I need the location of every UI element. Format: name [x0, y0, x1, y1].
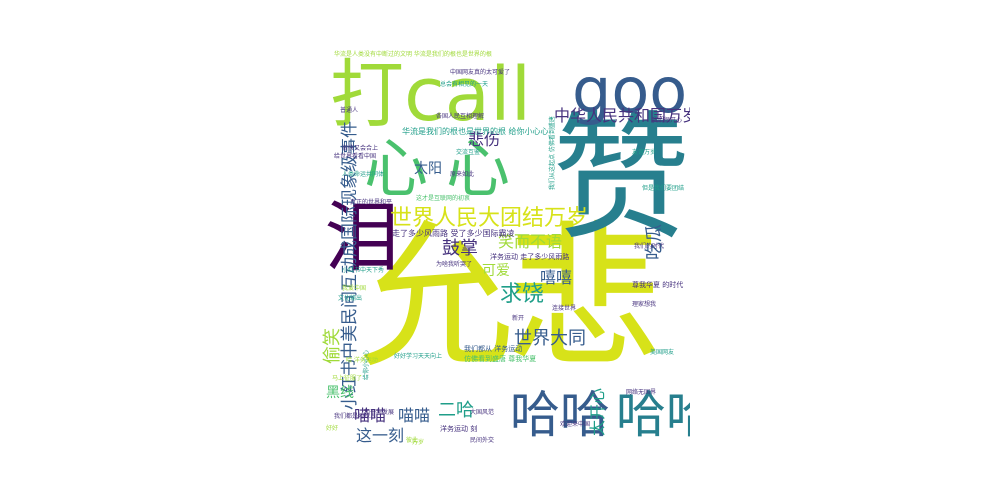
- phrase-16: 原来如此: [450, 171, 475, 178]
- word-qiurao: 求饶: [500, 282, 545, 307]
- word-zheyike: 这一刻: [356, 426, 405, 445]
- phrase-8: 仿佛看到盛唐 尊我华夏: [464, 355, 537, 363]
- phrase-25: 哈 洋务运动: [346, 357, 378, 364]
- phrase-5: 洋务运动 走了多少风雨路: [490, 253, 570, 261]
- phrase-14: 小红书中天下秀: [342, 267, 385, 274]
- phrase-36: 网络无国界: [626, 389, 657, 396]
- word-miaomiao-2: 喵喵: [398, 406, 431, 425]
- word-chigua: 吃瓜: [644, 224, 665, 260]
- phrase-18: 但是我们要团结: [642, 185, 685, 192]
- phrase-44: 民间外交: [470, 437, 495, 444]
- word-touxiao: 偷笑: [322, 328, 343, 364]
- phrase-1: 华流是我们的根也是世界的根 给你小心心: [402, 127, 549, 136]
- word-taiyang: 太阳: [414, 161, 442, 177]
- word-heixian: 黑线: [326, 385, 354, 401]
- phrase-10: 理家想我: [632, 301, 657, 308]
- phrase-31: 好好学习天天向上: [394, 353, 443, 360]
- phrase-32: 我们都是地球人: [334, 413, 377, 420]
- word-lei: 泪: [324, 193, 400, 282]
- phrase-6: 尊我华夏 的时代: [632, 281, 684, 289]
- word-xiaohongshu-vertical: 小红书中美民间互动成国际现象级事件: [340, 121, 360, 410]
- phrase-15: 为啥我听哭了: [436, 261, 473, 268]
- word-prc: 中华人民共和国万岁: [554, 106, 690, 125]
- word-erha: 二哈: [438, 400, 474, 421]
- phrase-20: 真正的世界和平: [350, 199, 393, 206]
- word-cloud: 允悲 赞 打call good 心心 泪 哈哈 哈哈 世界人民大团结万岁 小红书…: [320, 50, 690, 450]
- phrase-24: 总会有相见的一天: [440, 81, 489, 88]
- phrase-43: 彼此: [406, 437, 419, 444]
- phrase-13: 这才是互联网的初衷: [416, 195, 471, 202]
- word-beishang: 悲伤: [468, 130, 501, 149]
- word-keai: 可爱: [482, 263, 510, 279]
- phrase-21: 我们的时代: [634, 243, 665, 250]
- word-guzhang: 鼓掌: [442, 238, 478, 259]
- word-taikaixin: 太开心: [588, 387, 607, 436]
- word-dacall: 打call: [330, 52, 532, 138]
- phrase-7: 我们很开心: [652, 117, 683, 124]
- phrase-9: 连接世界: [552, 305, 577, 312]
- phrase-17: 我们从这起点 仿佛看到盛唐: [549, 116, 556, 190]
- phrase-41: 万岁: [412, 439, 425, 446]
- word-xinxin: 心心: [364, 133, 528, 207]
- phrase-35: 大国风范: [470, 409, 495, 416]
- phrase-29: 很快又会合上: [342, 145, 379, 152]
- phrase-3: 华流是人类没有中断过的文明 华流是我们的根也是世界的根: [334, 51, 492, 58]
- phrase-34: 友谊万岁: [632, 149, 657, 156]
- phrase-40: 欢迎来中国: [560, 421, 591, 428]
- word-xiaoerbuyu: 笑而不语: [498, 232, 563, 251]
- word-haha-2: 哈哈: [616, 386, 690, 444]
- phrase-30: 中国网友真的太可爱了: [450, 69, 511, 76]
- phrase-2: 走了多少风雨路 受了多少国际霸凌: [392, 229, 515, 238]
- phrase-28: 普通人: [340, 107, 359, 114]
- phrase-33: 文化输出: [338, 295, 363, 302]
- word-xixi: 嘻嘻: [540, 268, 573, 287]
- word-shijiedatong: 世界大同: [514, 328, 586, 349]
- phrase-42: 好好: [326, 425, 339, 432]
- phrase-27: 新开: [512, 315, 525, 322]
- phrase-11: 洋务运动 刻: [440, 425, 478, 433]
- word-zan: 赞: [552, 98, 690, 259]
- phrase-12: 给你小心心: [363, 349, 370, 380]
- phrase-4: 我们都从 洋务运动: [464, 345, 523, 353]
- phrase-39: 交流互鉴: [456, 149, 481, 156]
- phrase-19: 各国人民互相理解: [436, 113, 485, 120]
- word-world-unity: 世界人民大团结万岁: [390, 206, 589, 231]
- word-haha-1: 哈哈: [510, 386, 610, 444]
- phrase-37: 我爱中国: [342, 285, 367, 292]
- phrase-22: 人类命运共同体: [342, 171, 385, 178]
- word-miaomiao-1: 喵喵: [354, 406, 387, 425]
- word-good: good: [572, 54, 690, 127]
- phrase-23: 给世界看看中国: [334, 153, 377, 160]
- phrase-26: 马上征服了: [332, 375, 363, 382]
- word-yunbei: 允悲: [358, 207, 662, 389]
- phrase-45: 美国网友: [650, 349, 675, 356]
- phrase-38: 和平与发展: [364, 409, 395, 416]
